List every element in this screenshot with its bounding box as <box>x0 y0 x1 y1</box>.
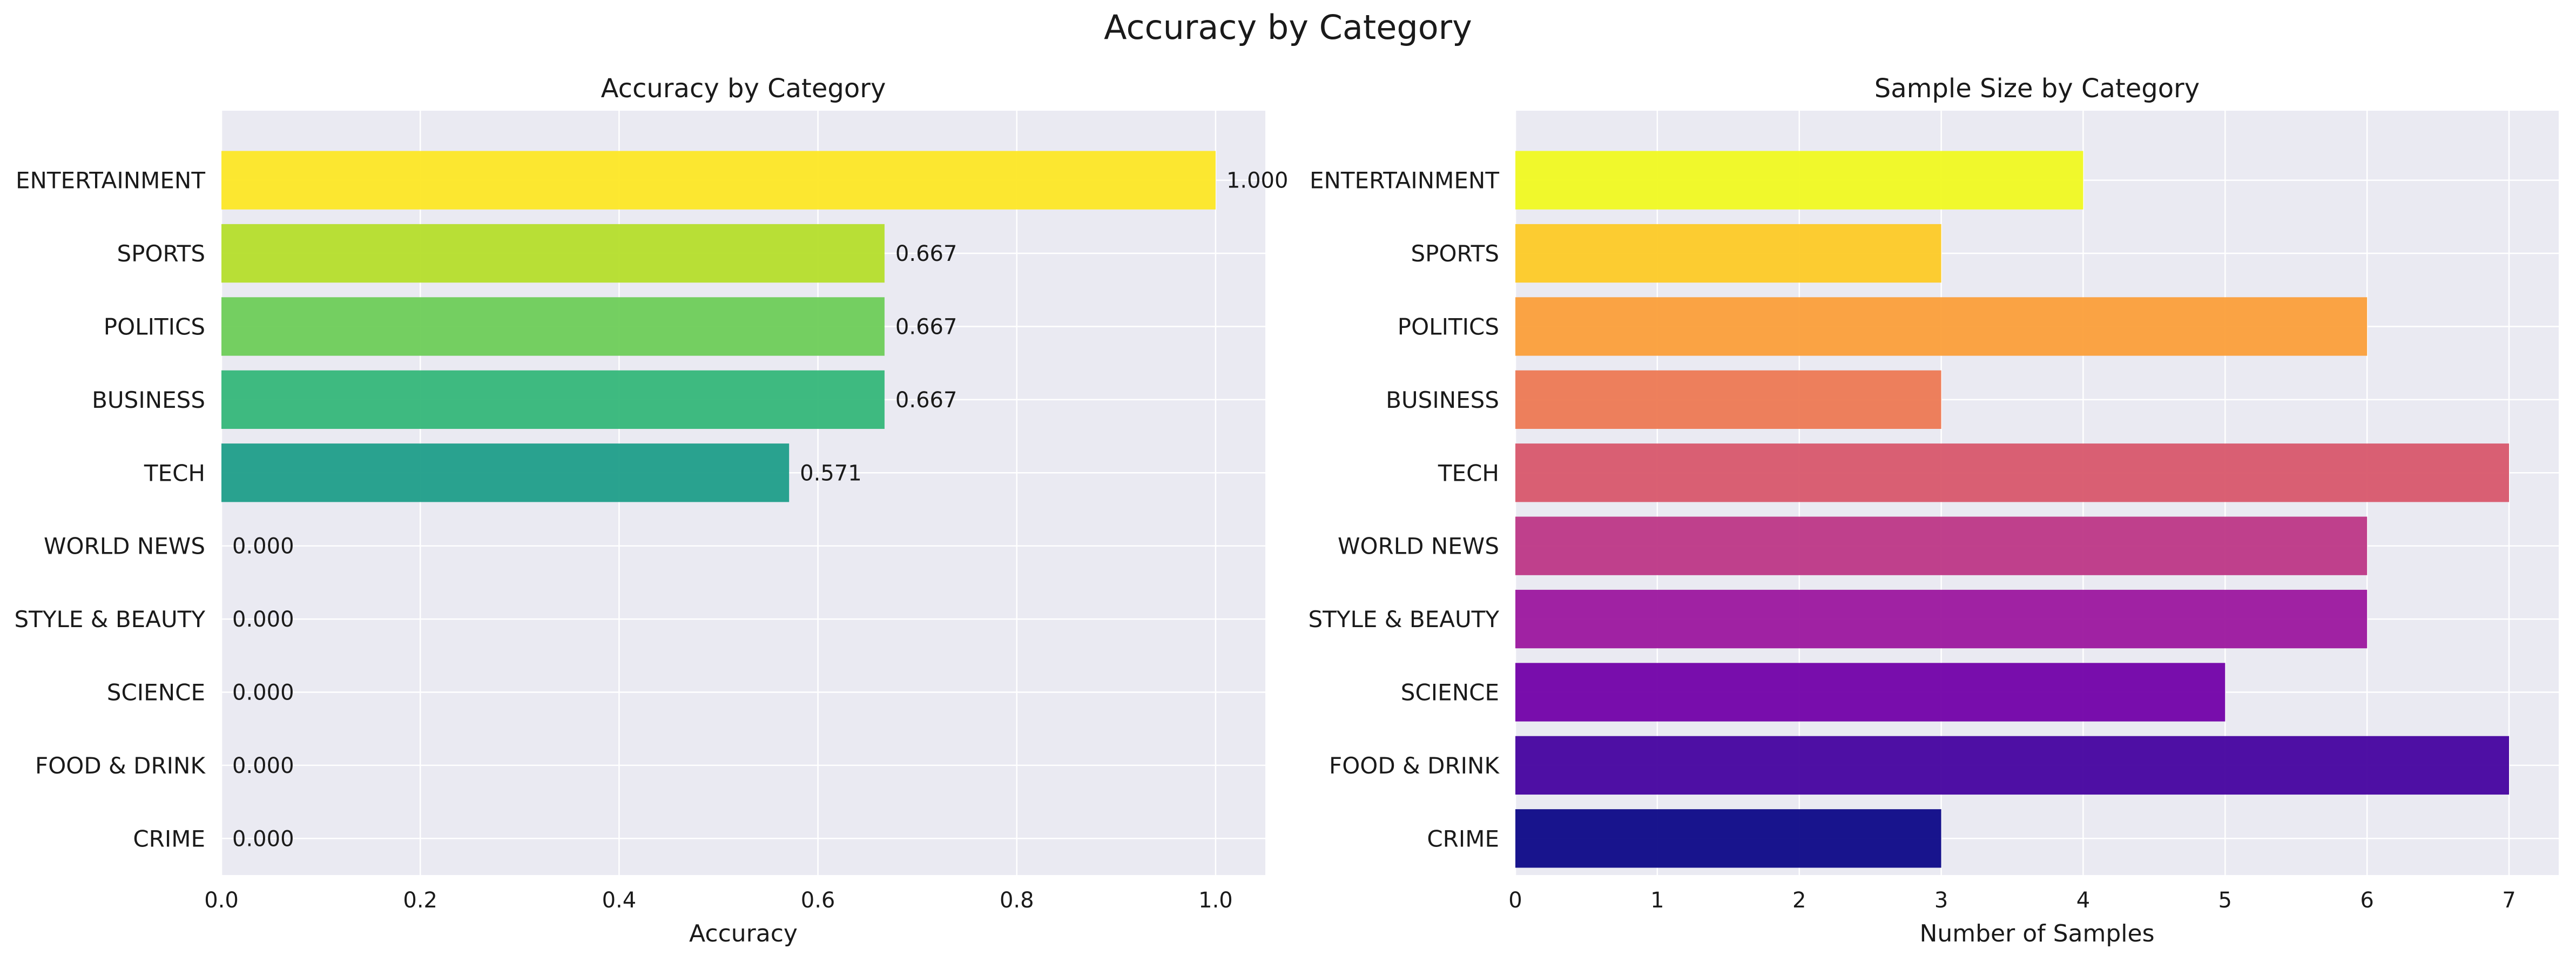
y-tick-label: STYLE & BEAUTY <box>1309 606 1500 633</box>
y-tick-label: SCIENCE <box>107 679 205 705</box>
x-tick-label: 0.2 <box>403 888 437 913</box>
bar <box>221 370 885 429</box>
chart-panel-1: 1.000 0.667 0.667 0.667 0.571 0.000 0.000 0.000… <box>15 73 1289 947</box>
data-label: 0.000 <box>232 826 294 851</box>
chart-title: Accuracy by Category <box>601 73 886 104</box>
data-label: 0.667 <box>895 241 957 266</box>
y-tick-label: ENTERTAINMENT <box>1310 167 1499 194</box>
y-tick-label: POLITICS <box>104 313 205 340</box>
data-label: 0.000 <box>232 534 294 559</box>
x-tick-label: 4 <box>2076 888 2090 913</box>
x-tick-label: 2 <box>1792 888 1806 913</box>
x-axis-label: Number of Samples <box>1919 920 2154 947</box>
y-tick-label: ENTERTAINMENT <box>16 167 205 194</box>
bar <box>1515 736 2509 795</box>
bar <box>1515 443 2509 502</box>
data-label: 0.000 <box>232 607 294 632</box>
x-tick-label: 1.0 <box>1198 888 1233 913</box>
y-tick-label: SCIENCE <box>1401 679 1499 705</box>
bar <box>221 151 1216 210</box>
x-tick-label: 0.4 <box>602 888 637 913</box>
y-tick-label: TECH <box>1438 460 1499 486</box>
chart-panel-2: ENTERTAINMENT SPORTS POLITICS BUSINESS TECH W… <box>1309 73 2559 947</box>
bar <box>1515 224 1941 283</box>
bar <box>1515 589 2368 649</box>
bar <box>1515 663 2226 722</box>
bar <box>1515 297 2368 356</box>
y-tick-label: CRIME <box>1427 825 1499 852</box>
data-label: 0.000 <box>232 680 294 705</box>
bar <box>221 224 885 283</box>
y-tick-label: SPORTS <box>117 240 206 267</box>
data-label: 0.571 <box>800 461 862 486</box>
bar <box>1515 516 2368 575</box>
figure-title: Accuracy by Category <box>1104 8 1472 47</box>
x-axis-label: Accuracy <box>689 920 798 947</box>
bar <box>1515 151 2083 210</box>
bar <box>221 297 885 356</box>
bar <box>221 443 790 502</box>
x-tick-label: 1 <box>1650 888 1664 913</box>
y-tick-label: FOOD & DRINK <box>35 752 206 779</box>
x-tick-label: 3 <box>1934 888 1948 913</box>
y-tick-label: WORLD NEWS <box>44 533 205 560</box>
x-tick-label: 0.8 <box>1000 888 1034 913</box>
y-tick-label: SPORTS <box>1411 240 1500 267</box>
data-label: 1.000 <box>1226 169 1289 193</box>
y-tick-label: STYLE & BEAUTY <box>15 606 206 633</box>
x-tick-label: 0.0 <box>204 888 239 913</box>
bar <box>1515 370 1941 429</box>
y-tick-label: POLITICS <box>1398 313 1499 340</box>
chart-title: Sample Size by Category <box>1874 73 2200 104</box>
x-tick-label: 7 <box>2502 888 2516 913</box>
y-tick-label: CRIME <box>133 825 205 852</box>
y-tick-label: BUSINESS <box>1386 387 1499 413</box>
x-tick-label: 5 <box>2218 888 2232 913</box>
y-tick-label: FOOD & DRINK <box>1329 752 1500 779</box>
bar <box>1515 809 1941 868</box>
data-label: 0.000 <box>232 754 294 778</box>
data-label: 0.667 <box>895 314 957 339</box>
x-tick-label: 6 <box>2360 888 2373 913</box>
y-tick-label: TECH <box>144 460 205 486</box>
y-tick-label: WORLD NEWS <box>1338 533 1499 560</box>
data-label: 0.667 <box>895 388 957 413</box>
y-tick-label: BUSINESS <box>92 387 205 413</box>
x-tick-label: 0 <box>1508 888 1522 913</box>
x-tick-label: 0.6 <box>801 888 835 913</box>
